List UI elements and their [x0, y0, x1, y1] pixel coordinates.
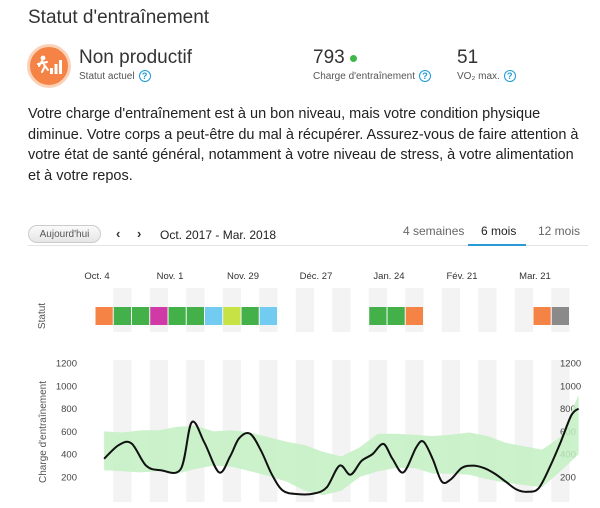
status-week-stripe	[332, 288, 351, 332]
load-week-stripe	[113, 360, 132, 502]
today-button[interactable]: Aujourd'hui	[28, 225, 101, 243]
chevron-right-icon[interactable]: ›	[137, 226, 142, 241]
y-tick-left: 1000	[56, 381, 77, 392]
tab-12-months[interactable]: 12 mois	[538, 224, 581, 238]
status-week-block	[405, 307, 423, 325]
chevron-left-icon[interactable]: ‹	[116, 226, 121, 241]
x-axis-label: Fév. 21	[447, 271, 478, 282]
status-help-icon[interactable]: ?	[138, 70, 151, 82]
tabs-divider	[28, 245, 588, 246]
y-tick-left: 1200	[56, 359, 77, 370]
y-tick-right: 200	[560, 473, 576, 484]
status-week-block	[132, 307, 150, 325]
status-week-block	[551, 307, 569, 325]
status-week-block	[168, 307, 186, 325]
y-tick-left: 600	[61, 427, 77, 438]
vo2max-label: VO₂ max.	[457, 70, 500, 82]
vo2max-help-icon[interactable]: ?	[503, 70, 516, 82]
training-load-value-row: 793	[313, 47, 357, 69]
status-week-block	[205, 307, 223, 325]
status-week-stripe	[478, 288, 497, 332]
y-tick-right: 800	[560, 404, 576, 415]
tab-6-months[interactable]: 6 mois	[481, 224, 517, 238]
status-week-stripe	[441, 288, 460, 332]
tab-4-weeks[interactable]: 4 semaines	[403, 224, 465, 238]
status-week-block	[241, 307, 259, 325]
x-axis-label: Nov. 1	[157, 271, 184, 282]
training-load-label: Charge d'entraînement	[313, 70, 415, 82]
status-week-block	[95, 307, 113, 325]
x-axis-label: Déc. 27	[300, 271, 333, 282]
training-load-label-row: Charge d'entraînement ?	[313, 70, 431, 82]
training-load-help-icon[interactable]: ?	[418, 70, 431, 82]
status-row-label: Statut	[37, 303, 48, 329]
status-week-block	[223, 307, 241, 325]
y-tick-right: 1200	[560, 359, 581, 370]
active-tab-indicator	[468, 244, 526, 246]
x-axis-label: Jan. 24	[373, 271, 404, 282]
status-week-block	[533, 307, 551, 325]
training-load-chart: Oct. 4 Nov. 1 Nov. 29 Déc. 27 Jan. 24 Fév. 21…	[37, 271, 581, 502]
status-description: Votre charge d'entraînement est à un bon…	[28, 106, 579, 184]
x-axis-label: Nov. 29	[227, 271, 259, 282]
date-range: Oct. 2017 - Mar. 2018	[160, 228, 277, 242]
non-productive-status-icon	[27, 44, 71, 88]
status-week-block	[369, 307, 387, 325]
vo2max-value-row: 51	[457, 47, 478, 69]
y-tick-left: 400	[61, 450, 77, 461]
load-week-stripe	[368, 360, 387, 502]
y-tick-right: 1000	[560, 381, 581, 392]
status-week-block	[259, 307, 277, 325]
training-load-value: 793	[313, 47, 345, 68]
status-week-block	[387, 307, 405, 325]
y-tick-left: 200	[61, 473, 77, 484]
status-week-stripe	[295, 288, 314, 332]
x-axis-label: Oct. 4	[84, 271, 109, 282]
page-title: Statut d'entraînement	[28, 7, 210, 28]
status-week-block	[186, 307, 204, 325]
vo2max-label-row: VO₂ max. ?	[457, 70, 516, 82]
training-status-value: Non productif	[79, 47, 193, 68]
vo2max-value: 51	[457, 47, 479, 68]
training-load-indicator	[349, 54, 357, 62]
y-tick-left: 800	[61, 404, 77, 415]
status-week-stripe	[514, 288, 533, 332]
training-status-label: Statut actuel	[79, 70, 135, 82]
load-week-stripe	[405, 360, 424, 502]
status-week-block	[150, 307, 168, 325]
status-week-block	[113, 307, 131, 325]
training-load-line	[103, 407, 580, 496]
y-axis-label: Charge d'entraînement	[38, 381, 49, 483]
load-week-stripe	[478, 360, 497, 502]
training-status-label-row: Statut actuel ?	[79, 70, 151, 82]
load-week-stripe	[441, 360, 460, 502]
x-axis-label: Mar. 21	[519, 271, 551, 282]
